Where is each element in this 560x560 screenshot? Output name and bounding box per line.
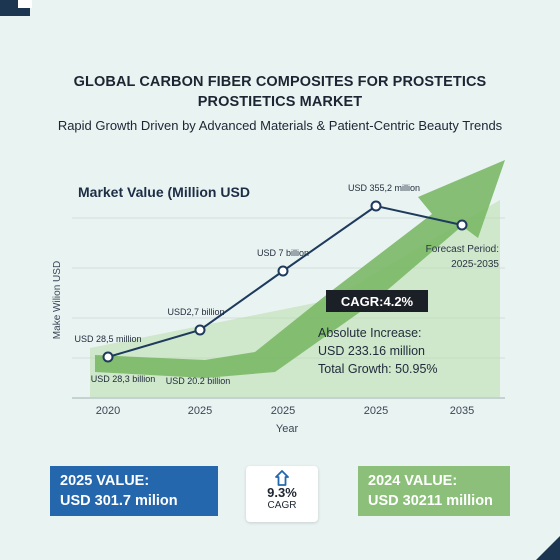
growth-arrow <box>90 160 505 398</box>
stat-line-0: Absolute Increase: <box>318 326 422 340</box>
arrow-up-icon <box>275 470 289 486</box>
value-box-2025-heading: 2025 VALUE: <box>60 473 150 489</box>
point-label-below-1: USD 20.2 billion <box>166 376 231 386</box>
data-point-0 <box>102 351 114 363</box>
value-box-2024: 2024 VALUE: USD 30211 million <box>358 466 510 516</box>
value-box-2025: 2025 VALUE: USD 301.7 milion <box>50 466 218 516</box>
x-tick-label-1: 2025 <box>188 405 212 417</box>
labels: USD 28,5 million USD 28,3 billion USD2,7 b… <box>52 183 499 435</box>
data-point-1 <box>194 324 206 336</box>
title-line-1: GLOBAL CARBON FIBER COMPOSITES FOR PROST… <box>73 74 487 90</box>
forecast-label-line-0: Forecast Period: <box>426 244 499 255</box>
x-axis-label: Year <box>276 423 299 435</box>
point-label-above-1: USD2,7 billion <box>167 307 224 317</box>
cagr-value: 9.3% <box>267 485 297 500</box>
point-label-above-2: USD 7 billion <box>257 248 309 258</box>
value-box-2025-amount: USD 301.7 milion <box>60 493 178 509</box>
data-point-3 <box>370 200 382 212</box>
title-line-2: PROSTIETICS MARKET <box>197 94 363 110</box>
data-point-4 <box>456 219 468 231</box>
corner-decoration-bottom <box>536 536 560 560</box>
value-box-2024-amount: USD 30211 million <box>368 493 493 509</box>
chart-title: Market Value (Million USD <box>78 184 250 200</box>
point-label-above-3: USD 355,2 million <box>348 183 420 193</box>
data-point-2 <box>277 265 289 277</box>
series-line-group <box>102 200 468 363</box>
arrow-body <box>95 160 505 378</box>
point-label-above-0: USD 28,5 million <box>74 334 141 344</box>
x-tick-label-3: 2025 <box>364 405 388 417</box>
page-subtitle: Rapid Growth Driven by Advanced Material… <box>57 118 503 133</box>
y-axis-label: Make Wilion USD <box>52 261 63 339</box>
arrow-shade <box>90 200 500 398</box>
cagr-label: CAGR <box>267 500 297 511</box>
stat-line-2: Total Growth: 50.95% <box>318 362 438 376</box>
forecast-label-line-1: 2025-2035 <box>451 259 499 270</box>
x-tick-label-4: 2035 <box>450 405 474 417</box>
cagr-badge-bg <box>326 290 428 312</box>
x-tick-label-2: 2025 <box>271 405 295 417</box>
x-tick-label-0: 2020 <box>96 405 120 417</box>
cagr-badge-text: CAGR:4.2% <box>341 294 414 309</box>
point-label-below-0: USD 28,3 billion <box>91 374 156 384</box>
corner-decoration-inner <box>18 0 32 8</box>
page-title: GLOBAL CARBON FIBER COMPOSITES FOR PROST… <box>0 72 560 112</box>
value-box-2024-heading: 2024 VALUE: <box>368 473 458 489</box>
stat-line-1: USD 233.16 million <box>318 344 425 358</box>
cagr-card: 9.3% CAGR <box>246 466 318 522</box>
